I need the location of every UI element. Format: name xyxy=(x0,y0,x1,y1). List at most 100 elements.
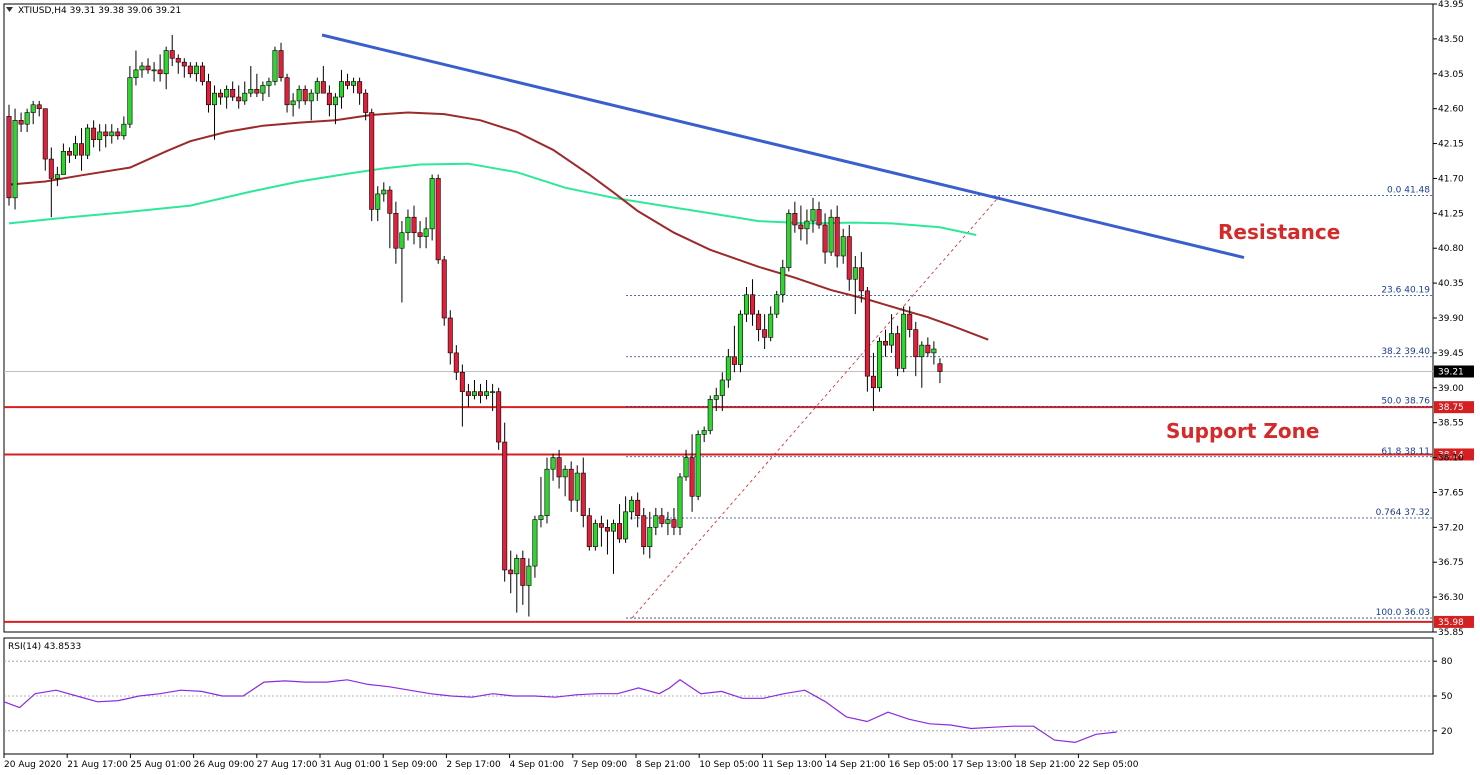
candle-body xyxy=(266,81,272,86)
candle-body xyxy=(320,81,326,94)
candle-body xyxy=(913,329,919,358)
y-tick-label: 36.75 xyxy=(1438,558,1464,568)
candle-body xyxy=(502,441,508,571)
candle-body xyxy=(731,356,737,365)
y-tick-label: 37.20 xyxy=(1438,523,1464,533)
candle-body xyxy=(12,119,18,199)
candle-body xyxy=(750,294,756,315)
candle-body xyxy=(623,511,629,540)
candle-body xyxy=(937,363,943,372)
level-price-label: 38.14 xyxy=(1438,450,1464,460)
resistance-label: Resistance xyxy=(1218,220,1340,244)
candle-body xyxy=(786,213,792,268)
candle-body xyxy=(212,92,218,106)
candle-body xyxy=(248,88,254,94)
rsi-tick-label: 50 xyxy=(1441,692,1453,702)
candle-body xyxy=(919,344,925,358)
candle-body xyxy=(876,340,882,389)
chart-menu-triangle-icon xyxy=(6,7,13,12)
y-tick-label: 43.05 xyxy=(1438,70,1464,80)
candle-body xyxy=(737,313,743,365)
candle-body xyxy=(520,558,526,586)
y-tick-label: 37.65 xyxy=(1438,488,1464,498)
candle-body xyxy=(296,88,302,102)
candle-body xyxy=(641,515,647,548)
candle-body xyxy=(550,457,556,470)
candle-body xyxy=(435,178,441,261)
candle-body xyxy=(429,178,435,230)
candle-body xyxy=(290,100,296,106)
candle-body xyxy=(852,267,858,280)
candle-body xyxy=(762,329,768,338)
candle-body xyxy=(895,333,901,369)
rsi-line xyxy=(3,679,1117,744)
candle-body xyxy=(363,92,369,113)
candle-body xyxy=(18,119,24,125)
chart-title: XTIUSD,H4 39.31 39.38 39.06 39.21 xyxy=(18,6,181,16)
candle-body xyxy=(97,131,103,140)
y-tick-label: 42.15 xyxy=(1438,140,1464,150)
candle-body xyxy=(683,457,689,478)
candle-body xyxy=(713,395,719,400)
candle-body xyxy=(725,356,731,381)
candle-body xyxy=(24,112,30,125)
candle-body xyxy=(719,379,725,396)
candle-body xyxy=(677,476,683,528)
candle-body xyxy=(447,317,453,354)
candle-body xyxy=(598,523,604,528)
candle-body xyxy=(592,523,598,548)
y-tick-label: 40.35 xyxy=(1438,279,1464,289)
level-price-label: 38.75 xyxy=(1438,403,1464,413)
candle-body xyxy=(792,213,798,226)
y-tick-label: 38.55 xyxy=(1438,419,1464,429)
candle-body xyxy=(302,88,308,102)
candle-body xyxy=(187,65,193,75)
candle-body xyxy=(236,96,242,102)
candle-body xyxy=(604,527,610,532)
candle-body xyxy=(254,88,260,94)
candle-body xyxy=(484,391,490,396)
candle-body xyxy=(284,77,290,106)
fib-level-label: 0.764 37.32 xyxy=(1376,508,1430,518)
x-tick-label: 4 Sep 01:00 xyxy=(510,760,565,770)
level-price-tag xyxy=(1434,401,1474,414)
candle-body xyxy=(163,50,169,75)
level-price-tag xyxy=(1434,615,1474,628)
candle-body xyxy=(478,391,484,396)
fib-level-label: 0.0 41.48 xyxy=(1387,186,1430,196)
candle-body xyxy=(272,50,278,82)
candle-body xyxy=(701,430,707,435)
candle-body xyxy=(665,519,671,524)
candle-body xyxy=(883,340,889,346)
candle-body xyxy=(671,519,677,528)
candle-body xyxy=(743,294,749,315)
fib-level-label: 61.8 38.11 xyxy=(1381,447,1430,457)
candle-body xyxy=(864,290,870,377)
y-tick-label: 38.10 xyxy=(1438,454,1464,464)
candle-body xyxy=(375,193,381,210)
candle-body xyxy=(804,220,810,230)
fib-level-label: 100.0 36.03 xyxy=(1376,608,1430,618)
candle-body xyxy=(181,61,187,67)
candle-body xyxy=(568,468,574,501)
y-tick-label: 43.50 xyxy=(1438,35,1464,45)
y-tick-label: 41.25 xyxy=(1438,209,1464,219)
x-tick-label: 27 Aug 17:00 xyxy=(257,760,318,770)
candle-body xyxy=(308,92,314,102)
candle-body xyxy=(659,515,665,524)
candle-body xyxy=(72,143,78,156)
candle-body xyxy=(139,65,145,71)
candle-body xyxy=(405,216,411,234)
candle-body xyxy=(532,519,538,567)
x-tick-label: 26 Aug 09:00 xyxy=(194,760,255,770)
level-price-label: 35.98 xyxy=(1438,618,1464,628)
candle-body xyxy=(66,151,72,156)
candle-body xyxy=(30,104,36,113)
candle-body xyxy=(60,151,66,175)
candle-body xyxy=(85,127,91,156)
candle-body xyxy=(399,232,405,249)
candle-body xyxy=(157,69,163,75)
candle-body xyxy=(610,523,616,532)
y-tick-label: 36.30 xyxy=(1438,593,1464,603)
